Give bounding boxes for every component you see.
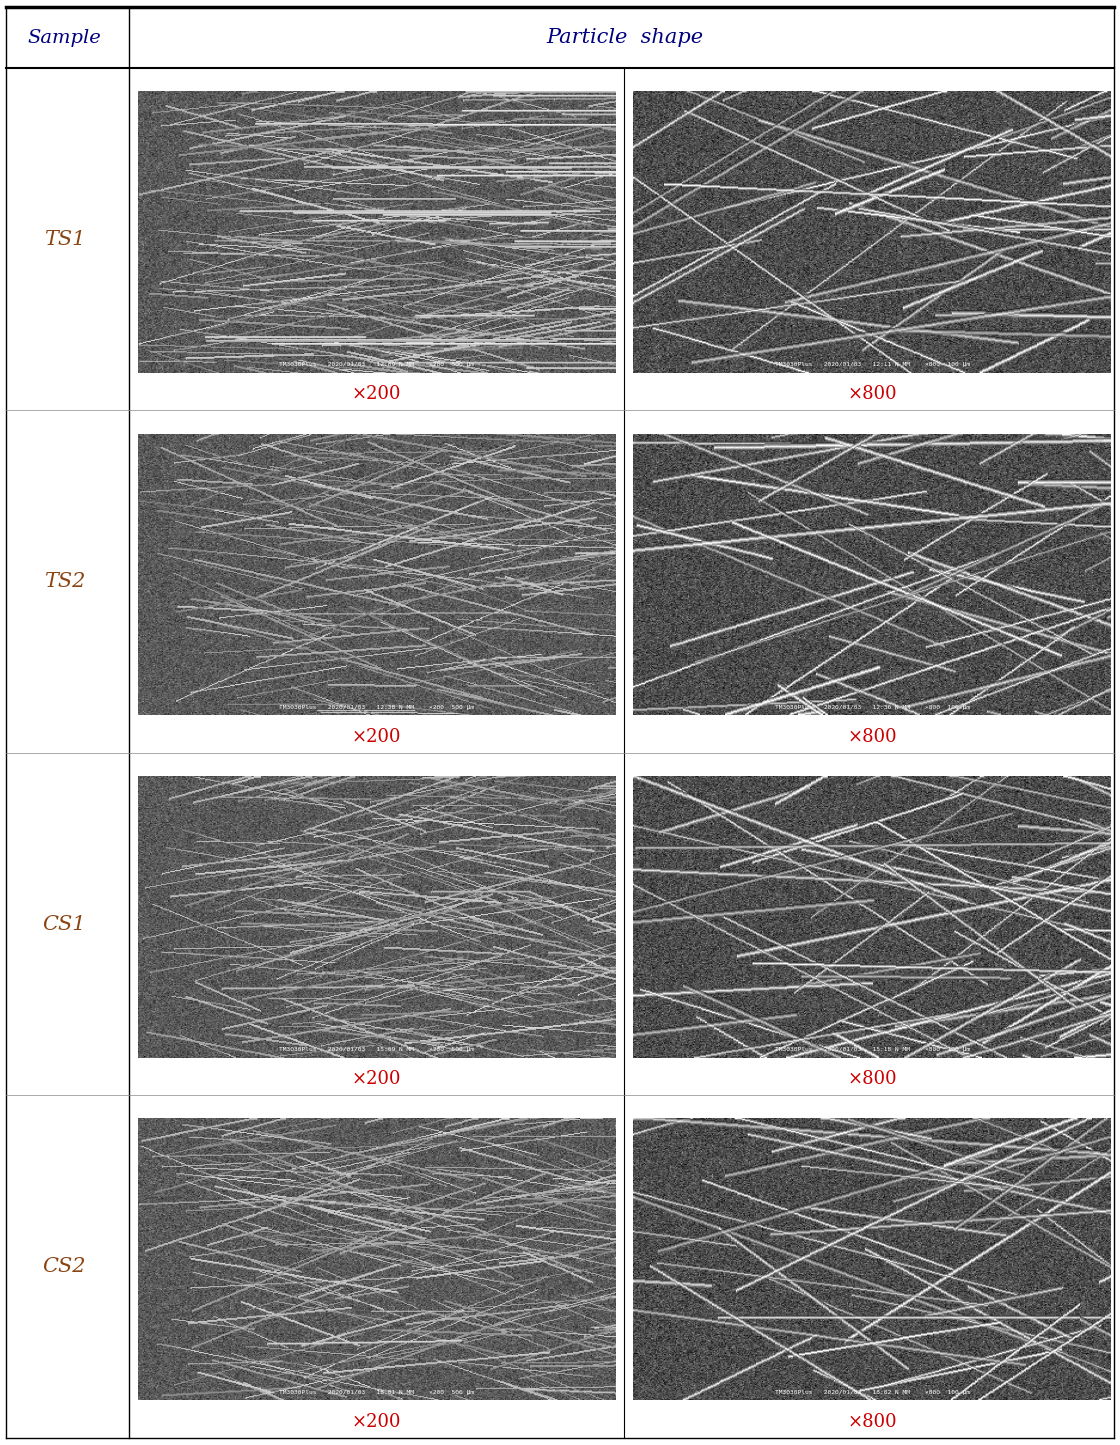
Text: ×800: ×800 — [848, 1071, 897, 1088]
Text: ×200: ×200 — [352, 386, 401, 403]
Text: ×200: ×200 — [352, 728, 401, 746]
Text: TS1: TS1 — [44, 230, 85, 249]
Text: ×800: ×800 — [848, 386, 897, 403]
Text: TS2: TS2 — [44, 572, 85, 591]
Text: Sample: Sample — [28, 29, 101, 46]
Text: TM3030Plus   2020/01/03   15:18 N MM    ×800  100 μm: TM3030Plus 2020/01/03 15:18 N MM ×800 10… — [775, 1048, 970, 1052]
Text: CS1: CS1 — [43, 915, 86, 933]
Text: TM3030Plus   2020/01/03   12:11 N MM    ×800  100 μm: TM3030Plus 2020/01/03 12:11 N MM ×800 10… — [775, 363, 970, 367]
Text: TM3030Plus   2020/01/03   18:01 N MM    ×200  500 μm: TM3030Plus 2020/01/03 18:01 N MM ×200 50… — [279, 1390, 474, 1394]
Text: CS2: CS2 — [43, 1257, 86, 1276]
Text: ×200: ×200 — [352, 1413, 401, 1431]
Text: TM3030Plus   2020/01/03   12:36 N MM    ×800  100 μm: TM3030Plus 2020/01/03 12:36 N MM ×800 10… — [775, 705, 970, 709]
Text: TM3030Plus   2020/01/03   12:09 N MM    ×200  500 μm: TM3030Plus 2020/01/03 12:09 N MM ×200 50… — [279, 363, 474, 367]
Text: ×800: ×800 — [848, 728, 897, 746]
Text: Particle  shape: Particle shape — [545, 27, 703, 48]
Text: TM3030Plus   2020/01/03   12:38 N MM    ×200  500 μm: TM3030Plus 2020/01/03 12:38 N MM ×200 50… — [279, 705, 474, 709]
Text: ×800: ×800 — [848, 1413, 897, 1431]
Text: TM3030Plus   2020/01/03   15:09 N MM    ×200  500 μm: TM3030Plus 2020/01/03 15:09 N MM ×200 50… — [279, 1048, 474, 1052]
Text: TM3030Plus   2020/01/03   18:02 N MM    ×800  100 μm: TM3030Plus 2020/01/03 18:02 N MM ×800 10… — [775, 1390, 970, 1394]
Text: ×200: ×200 — [352, 1071, 401, 1088]
